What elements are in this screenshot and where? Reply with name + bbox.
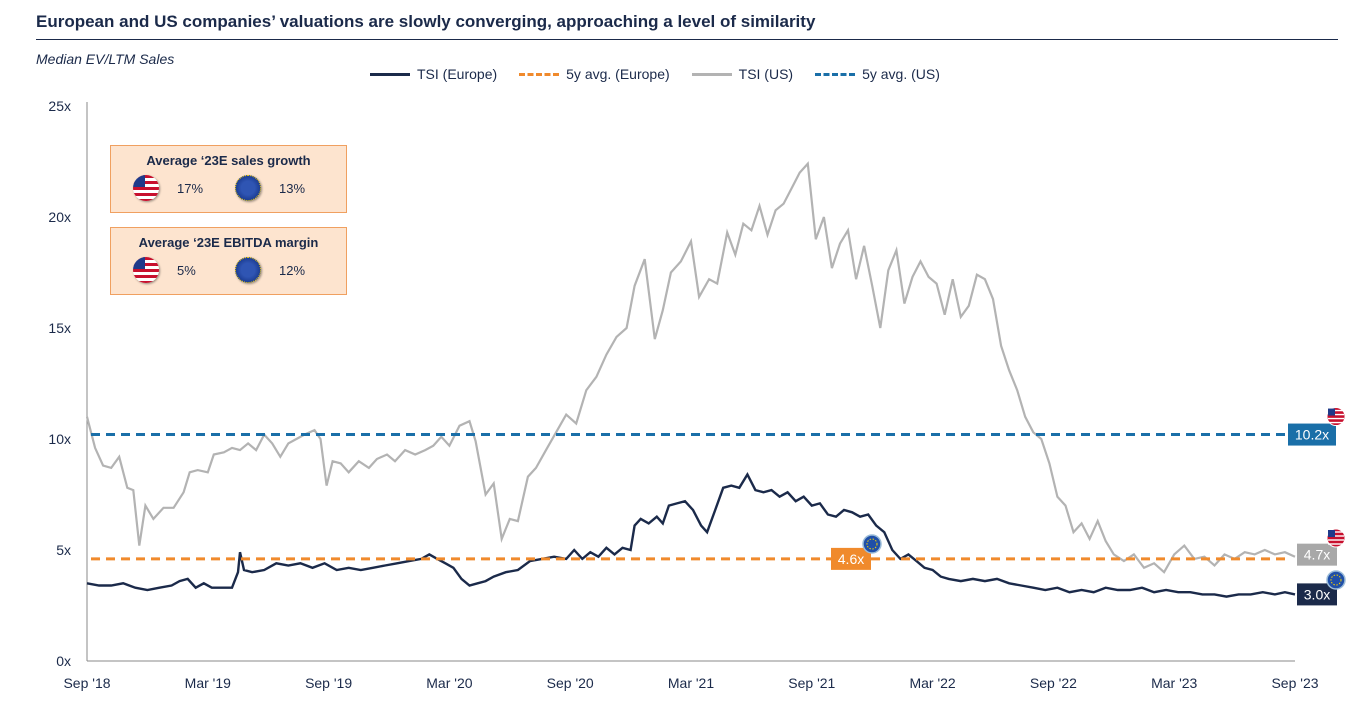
legend-swatch-europe-avg [519,72,560,76]
eu-flag-icon-stars [866,538,878,550]
ebitda-margin-box: Average ‘23E EBITDA margin 5% 12% [110,227,347,295]
eu-ebitda-margin: 12% [279,262,306,278]
legend-swatch-europe [370,72,410,76]
legend-entry-us-avg: 5y avg. (US) [815,66,940,82]
end-label-europe-bg [1297,583,1337,606]
chart-title: European and US companies’ valuations ar… [36,12,816,31]
x-tick-label: Sep '18 [63,675,110,691]
ebitda-margin-heading: Average ‘23E EBITDA margin [138,235,319,250]
eu-flag-icon [1326,570,1346,590]
y-tick-label: 5x [56,542,71,558]
x-tick-label: Sep '19 [305,675,352,691]
x-tick-label: Sep '21 [788,675,835,691]
chart-subtitle: Median EV/LTM Sales [36,51,175,67]
avg-label-europe: 4.6x [838,551,864,567]
eu-flag-icon [235,175,261,201]
legend: TSI (Europe) 5y avg. (Europe) TSI (US) 5… [370,66,940,82]
x-tick-label: Mar '21 [668,675,714,691]
end-label-us: 4.7x [1304,547,1330,563]
legend-swatch-us-avg [815,72,856,76]
legend-label-us: TSI (US) [738,66,794,82]
eu-flag-icon [235,257,261,283]
title-rule [36,39,1338,40]
series-line-us [85,161,1296,574]
x-tick-label: Mar '23 [1151,675,1197,691]
x-tick-label: Sep '20 [547,675,594,691]
eu-flag-icon [862,534,882,554]
legend-swatch-us [691,72,732,76]
y-tick-label: 0x [56,653,71,669]
y-tick-label: 10x [48,431,71,447]
x-tick-label: Mar '22 [909,675,955,691]
us-ebitda-margin: 5% [177,262,196,278]
us-flag-icon-canton [1328,408,1335,416]
y-tick-label: 20x [48,209,71,225]
sales-growth-heading: Average ‘23E sales growth [146,153,311,168]
legend-label-us-avg: 5y avg. (US) [862,66,940,82]
avg-label-us-bg [1288,423,1336,446]
end-label-us-bg [1297,543,1337,566]
y-tick-label: 15x [48,320,71,336]
us-flag-icon [133,257,159,283]
us-flag-icon [133,175,159,201]
us-sales-growth: 17% [177,180,204,196]
legend-label-europe-avg: 5y avg. (Europe) [566,66,670,82]
eu-flag-icon-stars [1330,574,1342,586]
avg-label-europe-bg [831,547,871,570]
legend-entry-europe-avg: 5y avg. (Europe) [519,66,670,82]
us-flag-icon-canton [1328,530,1335,537]
y-tick-label: 25x [48,98,71,114]
eu-sales-growth: 13% [279,180,306,196]
avg-label-us: 10.2x [1295,427,1329,443]
legend-label-europe: TSI (Europe) [417,66,498,82]
legend-entry-us: TSI (US) [691,66,794,82]
sales-growth-box: Average ‘23E sales growth 17% 13% [110,145,347,213]
legend-entry-europe: TSI (Europe) [370,66,497,82]
x-tick-label: Sep '23 [1271,675,1318,691]
series-line-europe [86,472,1296,598]
x-tick-label: Sep '22 [1030,675,1077,691]
x-tick-label: Mar '19 [185,675,231,691]
end-label-europe: 3.0x [1304,586,1330,602]
x-tick-label: Mar '20 [426,675,472,691]
